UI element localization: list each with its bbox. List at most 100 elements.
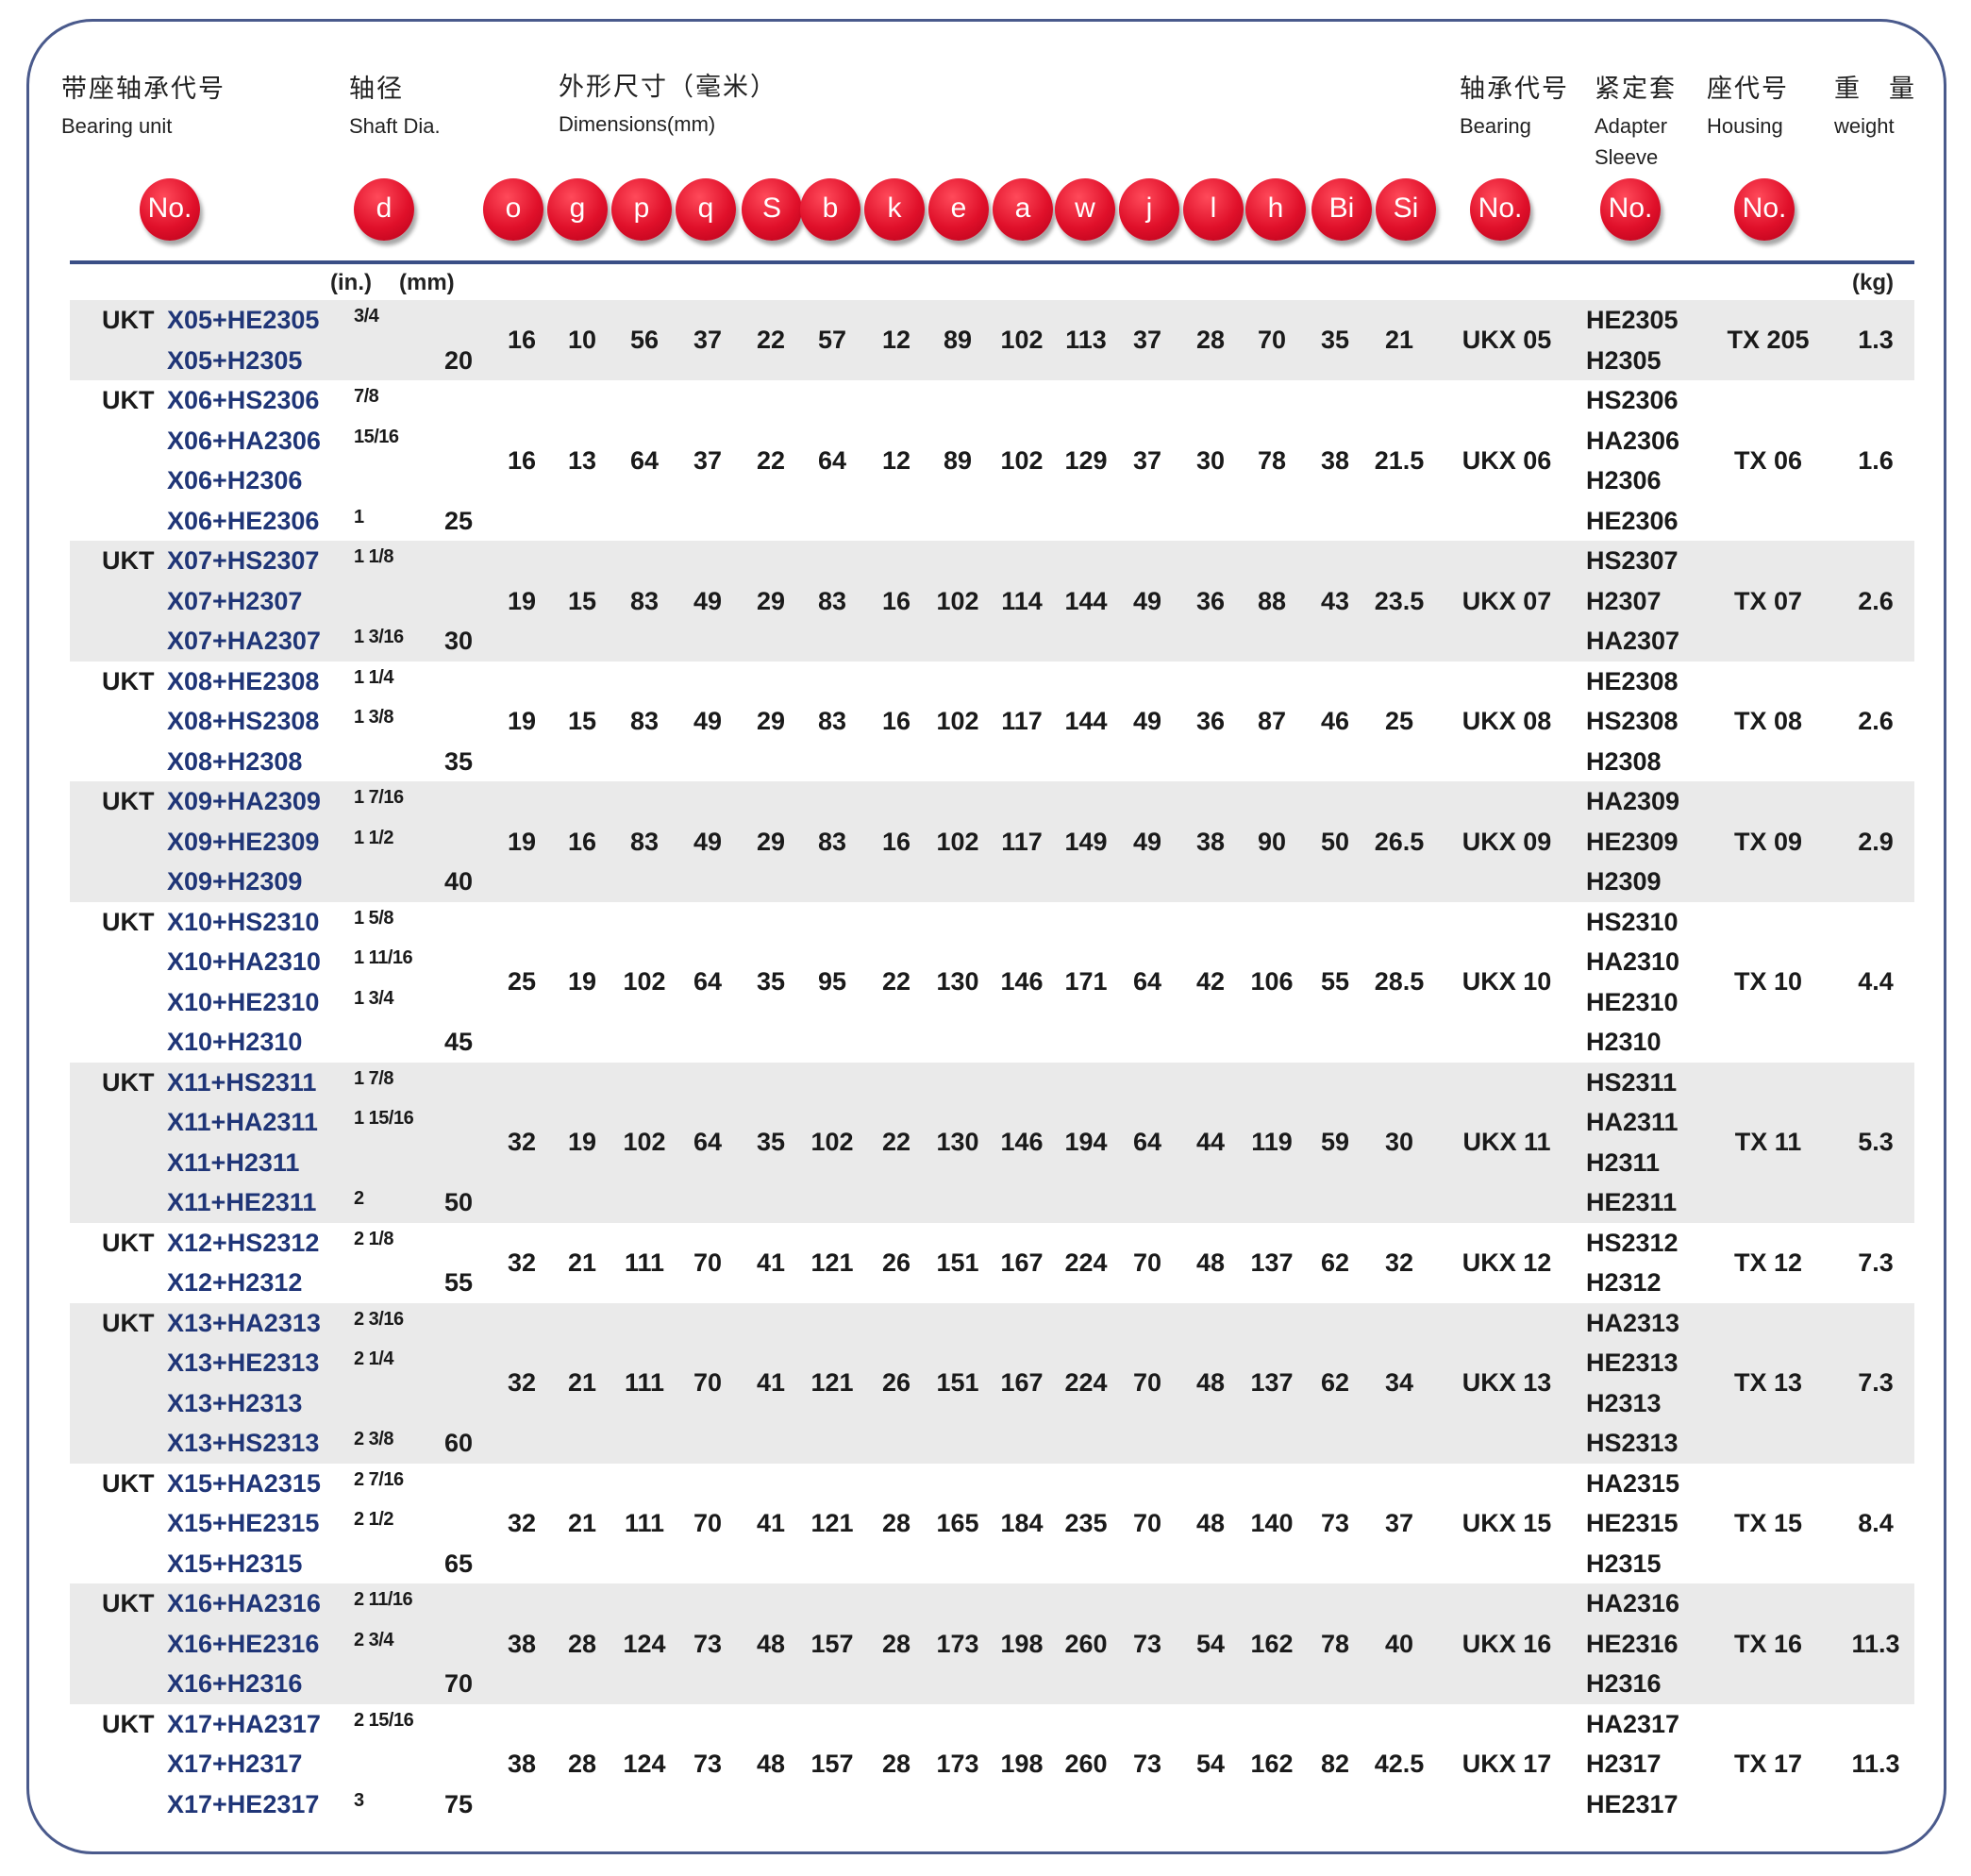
- dimension-value: 171: [1064, 967, 1108, 997]
- adapter-sleeve-no: HS2310: [1586, 907, 1679, 936]
- dimension-value: 43: [1320, 586, 1350, 615]
- adapter-sleeve-no: HA2309: [1586, 787, 1680, 815]
- dimension-value: 64: [1132, 967, 1162, 997]
- dimension-value: 48: [756, 1629, 786, 1658]
- shaft-inch: 2: [354, 1188, 364, 1209]
- adapter-sleeve-no: HA2307: [1586, 627, 1680, 655]
- dimension-value: 50: [1320, 827, 1350, 856]
- shaft-mm: 30: [443, 627, 474, 655]
- header-rule: [70, 260, 1914, 264]
- shaft-inch: 15/16: [354, 426, 399, 447]
- column-badge: a: [993, 178, 1053, 241]
- dimension-value: 64: [693, 1128, 723, 1157]
- table-row: UKT X08+HE2308 1 1/4 X08+HS2308 1 3/8 X08+H23…: [70, 662, 1914, 782]
- bearing-unit-code: X11+H2311: [167, 1147, 300, 1177]
- dimension-value: 111: [624, 1509, 665, 1537]
- dimension-value: 102: [936, 586, 979, 615]
- unit-prefix: UKT: [102, 1067, 155, 1097]
- bearing-unit-code: X16+H2316: [167, 1669, 303, 1698]
- shaft-mm: 65: [443, 1549, 474, 1578]
- bearing-unit-code: X08+HE2308: [167, 666, 320, 695]
- shaft-inch: 3/4: [354, 306, 379, 327]
- adapter-sleeve-no: H2315: [1586, 1549, 1662, 1578]
- dimension-value: 121: [810, 1509, 854, 1537]
- adapter-sleeve-no: H2317: [1586, 1750, 1662, 1778]
- shaft-inch: 1 5/8: [354, 907, 393, 929]
- dimension-value: 73: [693, 1750, 723, 1778]
- adapter-sleeve-no: HA2306: [1586, 426, 1680, 455]
- adapter-sleeve-no: H2306: [1586, 466, 1662, 494]
- column-badge: S: [742, 178, 802, 241]
- bearing-no: UKX 05: [1462, 326, 1552, 355]
- bearing-no: UKX 16: [1462, 1629, 1552, 1658]
- dimension-value: 173: [936, 1629, 979, 1658]
- bearing-unit-code: X15+H2315: [167, 1549, 303, 1578]
- weight-value: 2.9: [1858, 827, 1894, 856]
- housing-no: TX 12: [1733, 1248, 1803, 1277]
- shaft-inch: 1 11/16: [354, 947, 413, 968]
- dimension-value: 35: [1320, 326, 1350, 355]
- dimension-value: 25: [507, 967, 537, 997]
- shaft-mm: 35: [443, 746, 474, 776]
- dimension-value: 151: [936, 1248, 979, 1277]
- adapter-sleeve-no: HE2305: [1586, 306, 1679, 334]
- adapter-sleeve-no: HE2311: [1586, 1188, 1678, 1216]
- adapter-sleeve-no: HA2317: [1586, 1709, 1680, 1738]
- dimension-value: 49: [693, 827, 723, 856]
- table-row: UKT X12+HS2312 2 1/8 X12+H2312 55 32 21 111 70 41…: [70, 1223, 1914, 1303]
- adapter-sleeve-no: HS2313: [1586, 1429, 1679, 1457]
- dimension-value: 106: [1250, 967, 1294, 997]
- unit-prefix: UKT: [102, 1468, 155, 1498]
- dimension-value: 54: [1195, 1750, 1226, 1778]
- dimension-value: 19: [507, 827, 537, 856]
- bearing-unit-code: X11+HA2311: [167, 1108, 318, 1136]
- unit-kg: (kg): [1852, 270, 1894, 295]
- dimension-value: 22: [881, 1128, 911, 1157]
- weight-value: 2.6: [1858, 707, 1894, 735]
- dimension-value: 36: [1195, 707, 1226, 735]
- dimension-value: 73: [1320, 1509, 1350, 1537]
- shaft-inch: 1 3/16: [354, 627, 404, 647]
- dimension-value: 82: [1320, 1750, 1350, 1778]
- dimension-value: 29: [756, 586, 786, 615]
- shaft-inch: 1 3/8: [354, 707, 393, 728]
- header-en: weight: [1834, 114, 1895, 138]
- dimension-value: 83: [629, 586, 660, 615]
- bearing-no: UKX 17: [1462, 1750, 1552, 1778]
- dimension-value: 124: [623, 1629, 666, 1658]
- dimension-value: 88: [1257, 586, 1287, 615]
- dimension-value: 73: [1132, 1629, 1162, 1658]
- column-badge: d: [354, 178, 414, 241]
- dimension-value: 235: [1064, 1509, 1108, 1537]
- bearing-unit-code: X17+HE2317: [167, 1789, 320, 1818]
- column-badge: Bi: [1311, 178, 1372, 241]
- dimension-value: 32: [507, 1509, 537, 1537]
- header-cn: 外形尺寸（毫米）: [559, 73, 777, 101]
- dimension-value: 16: [881, 707, 911, 735]
- bearing-unit-code: X09+HE2309: [167, 827, 320, 856]
- unit-in: (in.): [330, 270, 372, 295]
- dimension-value: 117: [1001, 707, 1043, 735]
- bearing-no: UKX 06: [1462, 445, 1552, 475]
- adapter-sleeve-no: HE2317: [1586, 1789, 1679, 1818]
- dimension-value: 70: [1132, 1248, 1162, 1277]
- shaft-mm: 25: [443, 506, 474, 535]
- shaft-inch: 1 15/16: [354, 1108, 414, 1129]
- bearing-unit-code: X08+HS2308: [167, 707, 320, 735]
- dimension-value: 19: [507, 707, 537, 735]
- dimension-value: 173: [936, 1750, 979, 1778]
- adapter-sleeve-no: H2311: [1586, 1147, 1661, 1177]
- bearing-unit-code: X11+HE2311: [167, 1188, 317, 1216]
- housing-no: TX 07: [1733, 586, 1803, 615]
- dimension-value: 49: [1132, 827, 1162, 856]
- bearing-unit-code: X07+HA2307: [167, 627, 321, 655]
- column-badge: No.: [1734, 178, 1795, 241]
- bearing-no: UKX 07: [1462, 586, 1552, 615]
- bearing-unit-code: X10+HE2310: [167, 987, 320, 1016]
- dimension-value: 10: [567, 326, 597, 355]
- header-en: Bearing unit: [61, 114, 173, 138]
- dimension-value: 32: [507, 1368, 537, 1398]
- shaft-inch: 2 7/16: [354, 1468, 404, 1490]
- dimension-value: 70: [693, 1248, 723, 1277]
- bearing-unit-code: X09+H2309: [167, 867, 303, 896]
